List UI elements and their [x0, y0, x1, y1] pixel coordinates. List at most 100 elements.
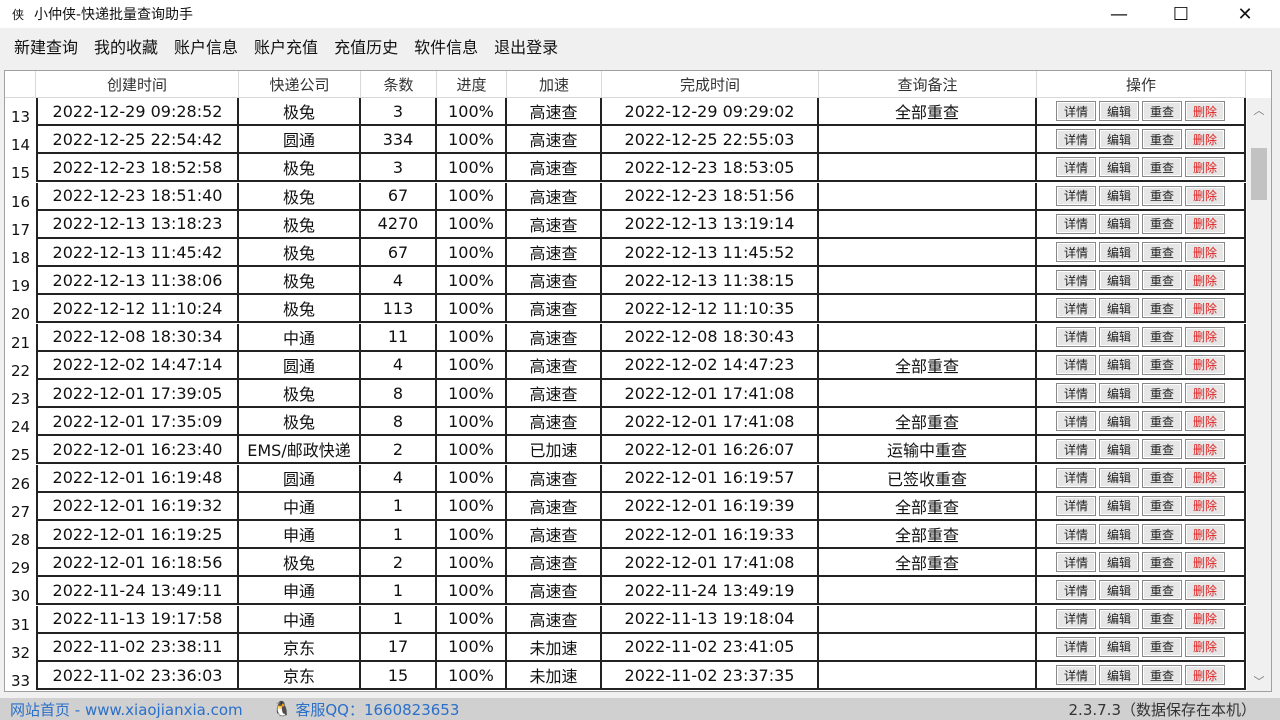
requery-button[interactable]: 重查 [1142, 326, 1182, 347]
details-button[interactable]: 详情 [1056, 608, 1096, 629]
requery-button[interactable]: 重查 [1142, 270, 1182, 291]
delete-button[interactable]: 删除 [1185, 213, 1225, 234]
requery-button[interactable]: 重查 [1142, 383, 1182, 403]
edit-button[interactable]: 编辑 [1099, 298, 1139, 319]
column-header-created-time[interactable]: 创建时间 [36, 71, 239, 98]
details-button[interactable]: 详情 [1056, 665, 1096, 685]
requery-button[interactable]: 重查 [1142, 101, 1182, 121]
edit-button[interactable]: 编辑 [1099, 439, 1139, 460]
vertical-scrollbar[interactable]: ︿ ﹀ [1247, 98, 1271, 691]
edit-button[interactable]: 编辑 [1099, 129, 1139, 150]
details-button[interactable]: 详情 [1056, 185, 1096, 206]
scrollbar-thumb[interactable] [1251, 148, 1267, 200]
customer-service-qq[interactable]: 客服QQ：1660823653 [295, 700, 460, 719]
row-number[interactable]: 19 [5, 267, 36, 296]
details-button[interactable]: 详情 [1056, 213, 1096, 234]
edit-button[interactable]: 编辑 [1099, 665, 1139, 685]
edit-button[interactable]: 编辑 [1099, 242, 1139, 262]
edit-button[interactable]: 编辑 [1099, 636, 1139, 657]
edit-button[interactable]: 编辑 [1099, 552, 1139, 573]
row-number[interactable]: 15 [5, 154, 36, 183]
requery-button[interactable]: 重查 [1142, 665, 1182, 685]
delete-button[interactable]: 删除 [1185, 636, 1225, 657]
details-button[interactable]: 详情 [1056, 524, 1096, 544]
column-header-item-count[interactable]: 条数 [361, 71, 437, 98]
requery-button[interactable]: 重查 [1142, 580, 1182, 601]
row-number[interactable]: 28 [5, 521, 36, 549]
edit-button[interactable]: 编辑 [1099, 157, 1139, 178]
row-number[interactable]: 24 [5, 408, 36, 437]
delete-button[interactable]: 删除 [1185, 383, 1225, 403]
delete-button[interactable]: 删除 [1185, 608, 1225, 629]
delete-button[interactable]: 删除 [1185, 354, 1225, 375]
row-number[interactable]: 16 [5, 182, 36, 211]
maximize-button[interactable]: ☐ [1172, 3, 1190, 25]
requery-button[interactable]: 重查 [1142, 298, 1182, 319]
scroll-down-icon[interactable]: ﹀ [1253, 675, 1265, 688]
requery-button[interactable]: 重查 [1142, 213, 1182, 234]
delete-button[interactable]: 删除 [1185, 411, 1225, 432]
requery-button[interactable]: 重查 [1142, 636, 1182, 657]
details-button[interactable]: 详情 [1056, 411, 1096, 432]
column-header-courier-company[interactable]: 快递公司 [239, 71, 361, 98]
column-header-query-note[interactable]: 查询备注 [819, 71, 1037, 98]
delete-button[interactable]: 删除 [1185, 185, 1225, 206]
details-button[interactable]: 详情 [1056, 467, 1096, 488]
column-header-actions[interactable]: 操作 [1037, 71, 1246, 98]
details-button[interactable]: 详情 [1056, 326, 1096, 347]
edit-button[interactable]: 编辑 [1099, 524, 1139, 544]
details-button[interactable]: 详情 [1056, 383, 1096, 403]
row-number[interactable]: 21 [5, 323, 36, 352]
website-link[interactable]: 网站首页 - www.xiaojianxia.com [10, 700, 243, 719]
details-button[interactable]: 详情 [1056, 157, 1096, 178]
details-button[interactable]: 详情 [1056, 552, 1096, 573]
delete-button[interactable]: 删除 [1185, 467, 1225, 488]
details-button[interactable]: 详情 [1056, 495, 1096, 516]
menu-item-5[interactable]: 软件信息 [414, 38, 479, 57]
delete-button[interactable]: 删除 [1185, 524, 1225, 544]
row-number[interactable]: 20 [5, 295, 36, 324]
requery-button[interactable]: 重查 [1142, 467, 1182, 488]
row-number[interactable]: 33 [5, 662, 36, 690]
requery-button[interactable]: 重查 [1142, 608, 1182, 629]
column-header-acceleration[interactable]: 加速 [507, 71, 602, 98]
details-button[interactable]: 详情 [1056, 636, 1096, 657]
row-number[interactable]: 25 [5, 436, 36, 465]
delete-button[interactable]: 删除 [1185, 326, 1225, 347]
row-number[interactable]: 14 [5, 126, 36, 155]
delete-button[interactable]: 删除 [1185, 665, 1225, 685]
requery-button[interactable]: 重查 [1142, 242, 1182, 262]
menu-item-6[interactable]: 退出登录 [494, 38, 559, 57]
row-number[interactable]: 18 [5, 239, 36, 267]
scroll-up-icon[interactable]: ︿ [1253, 104, 1265, 117]
column-header-progress[interactable]: 进度 [437, 71, 507, 98]
details-button[interactable]: 详情 [1056, 439, 1096, 460]
requery-button[interactable]: 重查 [1142, 495, 1182, 516]
menu-item-4[interactable]: 充值历史 [334, 38, 399, 57]
details-button[interactable]: 详情 [1056, 242, 1096, 262]
edit-button[interactable]: 编辑 [1099, 326, 1139, 347]
edit-button[interactable]: 编辑 [1099, 101, 1139, 121]
edit-button[interactable]: 编辑 [1099, 495, 1139, 516]
row-number[interactable]: 32 [5, 633, 36, 662]
edit-button[interactable]: 编辑 [1099, 185, 1139, 206]
requery-button[interactable]: 重查 [1142, 552, 1182, 573]
delete-button[interactable]: 删除 [1185, 298, 1225, 319]
select-all-corner[interactable] [5, 71, 36, 98]
row-number[interactable]: 17 [5, 210, 36, 239]
delete-button[interactable]: 删除 [1185, 270, 1225, 291]
requery-button[interactable]: 重查 [1142, 354, 1182, 375]
requery-button[interactable]: 重查 [1142, 411, 1182, 432]
delete-button[interactable]: 删除 [1185, 580, 1225, 601]
requery-button[interactable]: 重查 [1142, 524, 1182, 544]
menu-item-1[interactable]: 我的收藏 [94, 38, 159, 57]
delete-button[interactable]: 删除 [1185, 552, 1225, 573]
requery-button[interactable]: 重查 [1142, 439, 1182, 460]
details-button[interactable]: 详情 [1056, 270, 1096, 291]
details-button[interactable]: 详情 [1056, 580, 1096, 601]
edit-button[interactable]: 编辑 [1099, 213, 1139, 234]
minimize-button[interactable]: — [1110, 3, 1128, 25]
edit-button[interactable]: 编辑 [1099, 383, 1139, 403]
row-number[interactable]: 26 [5, 464, 36, 493]
row-number[interactable]: 13 [5, 98, 36, 126]
